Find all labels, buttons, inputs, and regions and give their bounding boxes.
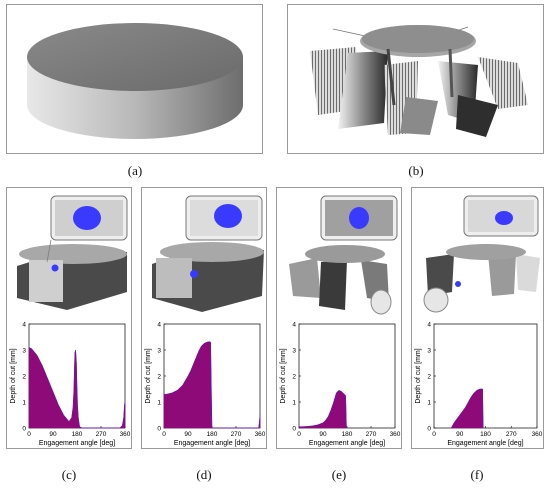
caption-f: (f) bbox=[470, 467, 484, 482]
scene-c bbox=[17, 195, 128, 310]
plot-frame bbox=[433, 323, 538, 429]
y-tick-label: 2 bbox=[292, 374, 296, 381]
y-tick-label: 3 bbox=[22, 348, 26, 355]
y-tick-label: 3 bbox=[157, 348, 161, 355]
cylinder-illustration bbox=[27, 23, 243, 139]
depth-edge bbox=[28, 347, 126, 429]
panel-d: 0 1 2 3 4 0 90 180 270 360 Engagement angle [deg] D… bbox=[141, 187, 267, 449]
x-axis-label: Engagement angle [deg] bbox=[174, 440, 250, 447]
x-tick-label: 90 bbox=[49, 431, 57, 438]
scene-f bbox=[423, 195, 540, 313]
y-tick-label: 1 bbox=[427, 400, 431, 407]
scene-d bbox=[152, 195, 264, 312]
caption-d: (d) bbox=[196, 467, 212, 482]
y-tick-label: 3 bbox=[427, 348, 431, 355]
y-tick-label: 1 bbox=[292, 400, 296, 407]
x-tick-label: 360 bbox=[532, 431, 543, 438]
caption-c: (c) bbox=[61, 467, 77, 482]
depth-edge bbox=[164, 341, 261, 429]
y-tick-label: 0 bbox=[22, 426, 26, 433]
x-tick-label: 180 bbox=[480, 431, 491, 438]
x-tick-label: 90 bbox=[456, 431, 464, 438]
x-tick-label: 90 bbox=[184, 431, 192, 438]
y-tick-label: 4 bbox=[427, 322, 431, 329]
chart-c: 0 1 2 3 4 0 90 180 270 360 Engagement angle [deg] D… bbox=[10, 322, 131, 448]
x-axis-label: Engagement angle [deg] bbox=[447, 440, 523, 447]
panel-e: 0 1 2 3 4 0 90 180 270 360 Engagement angle [deg] D… bbox=[276, 187, 402, 449]
chart-d: 0 1 2 3 4 0 90 180 270 360 Engagement angle [deg] D… bbox=[145, 322, 266, 448]
x-tick-label: 180 bbox=[342, 431, 353, 438]
y-tick-label: 3 bbox=[292, 348, 296, 355]
y-tick-label: 0 bbox=[427, 426, 431, 433]
scene-e bbox=[289, 195, 398, 315]
x-tick-label: 0 bbox=[27, 431, 31, 438]
x-tick-label: 360 bbox=[390, 431, 401, 438]
x-tick-label: 0 bbox=[162, 431, 166, 438]
x-tick-label: 180 bbox=[207, 431, 218, 438]
x-tick-label: 270 bbox=[506, 431, 517, 438]
caption-b: (b) bbox=[408, 163, 424, 178]
panel-f: 0 1 2 3 4 0 90 180 270 360 Engagement angle [deg] D… bbox=[411, 187, 544, 449]
chart-e: 0 1 2 3 4 0 90 180 270 360 Engagement angle [deg] D… bbox=[280, 322, 401, 448]
x-tick-label: 360 bbox=[255, 431, 266, 438]
x-axis-label: Engagement angle [deg] bbox=[309, 440, 385, 447]
y-tick-label: 0 bbox=[157, 426, 161, 433]
y-axis-label: Depth of cut [mm] bbox=[10, 348, 17, 403]
y-tick-label: 2 bbox=[22, 374, 26, 381]
x-tick-label: 180 bbox=[72, 431, 83, 438]
depth-area bbox=[298, 389, 347, 429]
chart-f: 0 1 2 3 4 0 90 180 270 360 Engagement angle [deg] D… bbox=[415, 322, 543, 448]
x-tick-label: 360 bbox=[120, 431, 131, 438]
depth-edge bbox=[299, 389, 347, 429]
y-tick-label: 2 bbox=[427, 374, 431, 381]
x-tick-label: 0 bbox=[297, 431, 301, 438]
y-tick-label: 1 bbox=[157, 400, 161, 407]
x-axis-label: Engagement angle [deg] bbox=[39, 440, 115, 447]
plot-frame bbox=[298, 323, 396, 429]
y-tick-label: 4 bbox=[292, 322, 296, 329]
depth-area bbox=[450, 388, 484, 429]
caption-a: (a) bbox=[127, 163, 143, 178]
y-axis-label: Depth of cut [mm] bbox=[145, 348, 152, 403]
depth-edge bbox=[450, 388, 484, 429]
panel-b-machined-part bbox=[287, 4, 544, 154]
y-tick-label: 2 bbox=[157, 374, 161, 381]
y-axis-label: Depth of cut [mm] bbox=[280, 348, 287, 403]
caption-e: (e) bbox=[331, 467, 347, 482]
panel-a-workpiece bbox=[6, 4, 263, 154]
x-tick-label: 0 bbox=[432, 431, 436, 438]
y-tick-label: 0 bbox=[292, 426, 296, 433]
panel-c: 0 1 2 3 4 0 90 180 270 360 Engagement angle [deg] D… bbox=[6, 187, 132, 449]
y-tick-label: 4 bbox=[22, 322, 26, 329]
y-axis-label: Depth of cut [mm] bbox=[415, 348, 422, 403]
y-tick-label: 1 bbox=[22, 400, 26, 407]
impeller-illustration bbox=[310, 25, 528, 137]
x-tick-label: 270 bbox=[96, 431, 107, 438]
x-tick-label: 90 bbox=[319, 431, 327, 438]
x-tick-label: 270 bbox=[231, 431, 242, 438]
x-tick-label: 270 bbox=[366, 431, 377, 438]
y-tick-label: 4 bbox=[157, 322, 161, 329]
